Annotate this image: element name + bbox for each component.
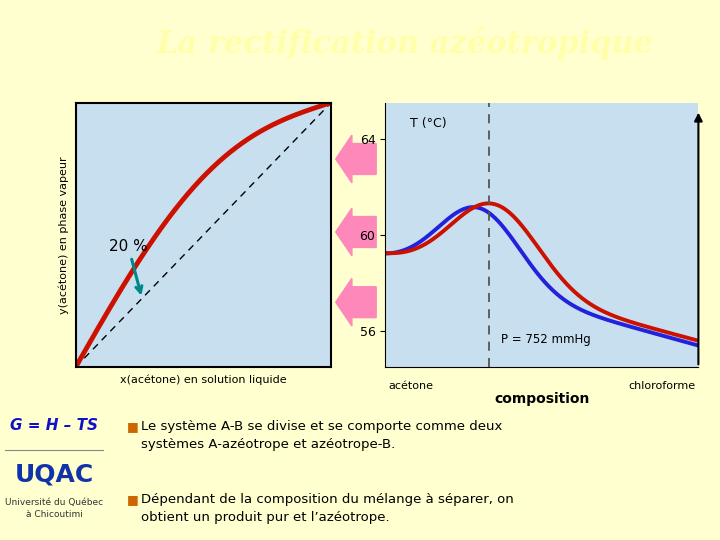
- Text: G = H – TS: G = H – TS: [10, 418, 98, 433]
- Text: Le système A-B se divise et se comporte comme deux
systèmes A-azéotrope et azéot: Le système A-B se divise et se comporte …: [141, 421, 503, 451]
- Text: composition: composition: [494, 392, 590, 406]
- Text: ■: ■: [127, 493, 138, 506]
- Text: Université du Québec
à Chicoutimi: Université du Québec à Chicoutimi: [5, 498, 103, 519]
- FancyArrow shape: [336, 208, 377, 256]
- Text: 20 %: 20 %: [109, 239, 148, 293]
- Text: Dépendant de la composition du mélange à séparer, on
obtient un produit pur et l: Dépendant de la composition du mélange à…: [141, 493, 514, 524]
- Text: chloroforme: chloroforme: [628, 381, 696, 391]
- Text: ■: ■: [127, 421, 138, 434]
- FancyArrow shape: [336, 135, 377, 183]
- X-axis label: x(acétone) en solution liquide: x(acétone) en solution liquide: [120, 374, 287, 384]
- Text: P = 752 mmHg: P = 752 mmHg: [501, 333, 591, 346]
- Text: La rectification azéotropique: La rectification azéotropique: [156, 26, 654, 60]
- Text: UQAC: UQAC: [14, 462, 94, 486]
- Y-axis label: y(acétone) en phase vapeur: y(acétone) en phase vapeur: [58, 156, 68, 314]
- FancyArrow shape: [336, 278, 377, 326]
- Text: acétone: acétone: [388, 381, 433, 391]
- Text: T (°C): T (°C): [410, 117, 447, 130]
